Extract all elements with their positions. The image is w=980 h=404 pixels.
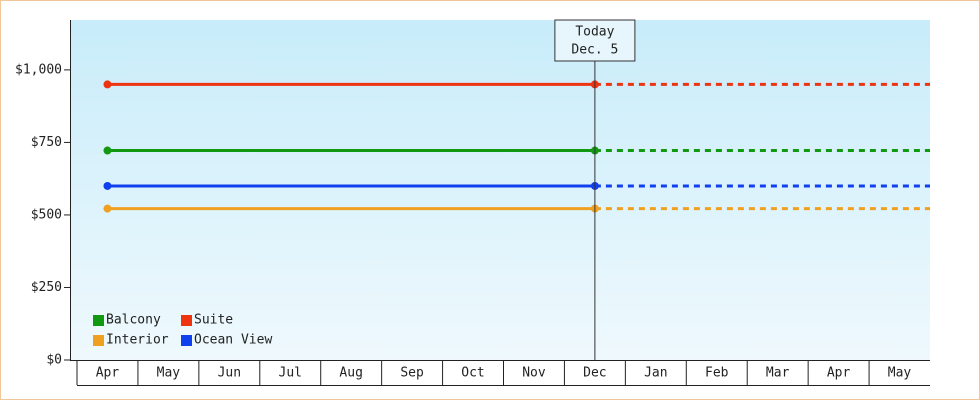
y-tick-label: $750 xyxy=(31,135,62,150)
plot-area xyxy=(70,20,930,360)
x-tick-label: Jul xyxy=(279,366,302,381)
y-tick-label: $1,000 xyxy=(15,62,62,77)
point xyxy=(103,181,112,190)
y-tick-label: $250 xyxy=(31,280,62,295)
x-tick-label: Aug xyxy=(339,366,362,381)
point xyxy=(103,146,112,155)
y-tick-label: $500 xyxy=(31,207,62,222)
x-tick-label: Nov xyxy=(522,366,546,381)
x-tick-label: Dec xyxy=(583,366,606,381)
legend-swatch xyxy=(93,335,104,346)
x-tick-label: Jan xyxy=(644,366,667,381)
legend-swatch xyxy=(93,315,104,326)
point xyxy=(103,204,112,213)
legend-label: Interior xyxy=(106,333,169,348)
legend-swatch xyxy=(181,335,192,346)
legend-label: Ocean View xyxy=(194,333,272,348)
legend-label: Suite xyxy=(194,313,233,328)
x-tick-label: May xyxy=(888,366,912,381)
x-tick-label: Apr xyxy=(96,366,120,381)
x-tick-label: Sep xyxy=(400,366,424,381)
today-label: Today xyxy=(575,25,614,40)
x-tick-label: May xyxy=(157,366,181,381)
x-tick-label: Mar xyxy=(766,366,790,381)
legend-swatch xyxy=(181,315,192,326)
x-tick-label: Apr xyxy=(827,366,851,381)
today-date: Dec. 5 xyxy=(571,43,618,58)
today-box xyxy=(554,19,636,62)
legend-label: Balcony xyxy=(106,313,161,328)
x-tick-label: Jun xyxy=(218,366,241,381)
point xyxy=(103,80,112,89)
x-tick-label: Oct xyxy=(461,366,484,381)
y-tick-label: $0 xyxy=(46,353,62,368)
x-tick-label: Feb xyxy=(705,366,729,381)
